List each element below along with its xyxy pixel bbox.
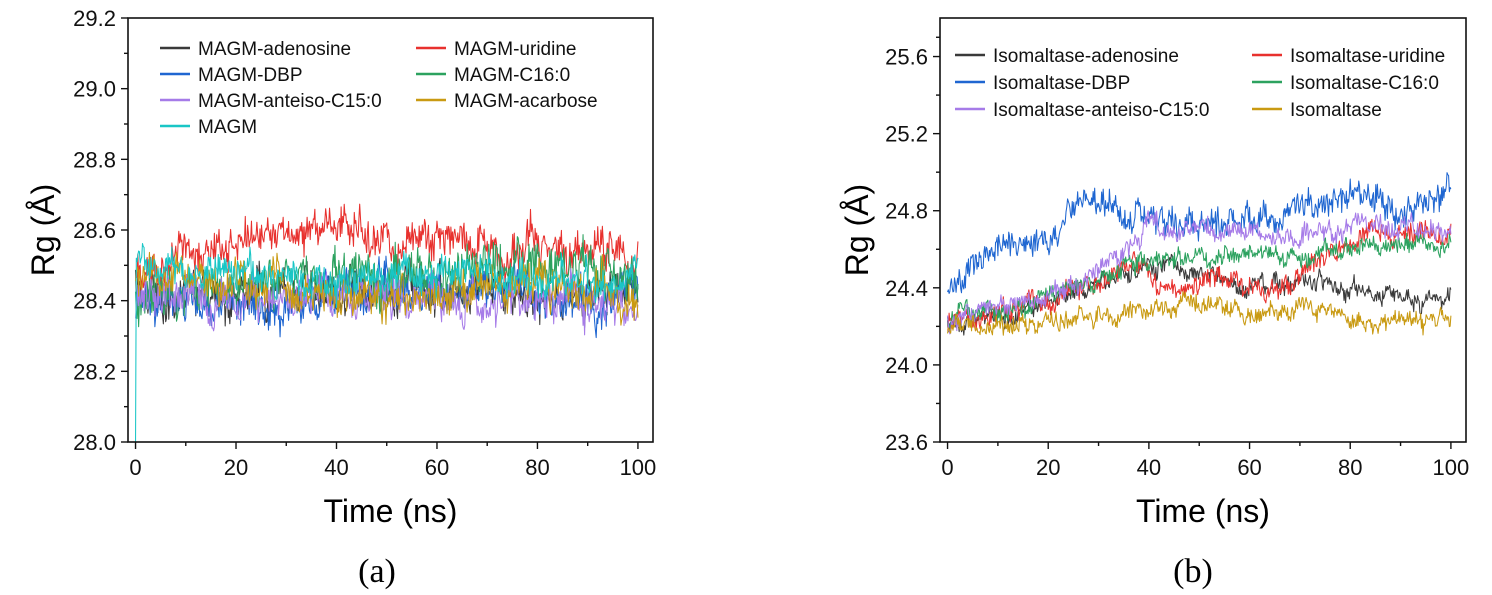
y-axis-title-b: Rg (Å) xyxy=(839,184,875,276)
legend-item-magm-c16-0: MAGM-C16:0 xyxy=(416,65,570,86)
legend-item-magm-adenosine: MAGM-adenosine xyxy=(160,39,351,60)
series-line-magm-acarbose xyxy=(135,251,639,326)
y-tick-label: 28.8 xyxy=(73,147,116,172)
legend-item-isomaltase-adenosine: Isomaltase-adenosine xyxy=(955,46,1179,67)
legend-label: MAGM-anteiso-C15:0 xyxy=(198,91,382,112)
x-tick-label: 80 xyxy=(525,455,549,480)
y-tick-label: 25.6 xyxy=(885,45,928,70)
series-line-isomaltase xyxy=(947,291,1452,336)
legend-item-isomaltase-anteiso-c15-0: Isomaltase-anteiso-C15:0 xyxy=(955,100,1210,121)
legend-item-isomaltase-dbp: Isomaltase-DBP xyxy=(955,73,1130,94)
series-line-isomaltase-c16-0 xyxy=(947,230,1452,329)
chart-panel-b: Isomaltase-adenosine Isomaltase-uridine Is… xyxy=(839,17,1470,590)
legend-item-magm: MAGM xyxy=(160,117,257,138)
series-line-magm-uridine xyxy=(135,203,639,291)
y-tick-label: 23.6 xyxy=(885,430,928,455)
series-line-isomaltase-anteiso-c15-0 xyxy=(947,210,1452,335)
x-tick-label: 0 xyxy=(129,455,141,480)
plot-frame-b xyxy=(939,17,1467,443)
axis-ticks-b: 0 20 40 60 80 100 23.6 24.0 24.4 24.8 25.2 25.6 xyxy=(885,36,1470,480)
legend-item-magm-dbp: MAGM-DBP xyxy=(160,65,303,86)
legend-label: Isomaltase-DBP xyxy=(993,73,1130,94)
legend-item-magm-anteiso-c15-0: MAGM-anteiso-C15:0 xyxy=(160,91,382,112)
x-tick-label: 20 xyxy=(1036,455,1060,480)
y-tick-label: 28.2 xyxy=(73,359,116,384)
x-axis-title-a: Time (ns) xyxy=(324,493,458,529)
x-axis-title-b: Time (ns) xyxy=(1136,493,1270,529)
legend-b: Isomaltase-adenosine Isomaltase-uridine Is… xyxy=(955,46,1445,121)
series-line-isomaltase-adenosine xyxy=(947,253,1452,336)
x-tick-label: 40 xyxy=(1137,455,1161,480)
y-tick-label: 28.0 xyxy=(73,430,116,455)
legend-item-isomaltase: Isomaltase xyxy=(1252,100,1382,121)
panel-label-a: (a) xyxy=(358,553,396,590)
panel-label-b: (b) xyxy=(1173,553,1213,590)
y-tick-label: 29.2 xyxy=(73,6,116,31)
legend-item-magm-uridine: MAGM-uridine xyxy=(416,39,576,60)
y-tick-label: 29.0 xyxy=(73,77,116,102)
series-line-magm xyxy=(135,243,639,442)
legend-label: Isomaltase-anteiso-C15:0 xyxy=(993,100,1210,121)
y-axis-title-a: Rg (Å) xyxy=(25,184,61,276)
y-tick-label: 24.4 xyxy=(885,276,928,301)
legend-item-isomaltase-uridine: Isomaltase-uridine xyxy=(1252,46,1445,67)
y-tick-label: 28.6 xyxy=(73,218,116,243)
legend-label: MAGM-adenosine xyxy=(198,39,351,60)
legend-item-isomaltase-c16-0: Isomaltase-C16:0 xyxy=(1252,73,1439,94)
series-lines-b xyxy=(947,172,1452,336)
series-line-isomaltase-uridine xyxy=(947,218,1452,331)
y-tick-label: 25.2 xyxy=(885,122,928,147)
x-tick-label: 100 xyxy=(620,455,657,480)
x-tick-label: 60 xyxy=(425,455,449,480)
legend-label: MAGM-acarbose xyxy=(454,91,598,112)
x-tick-label: 100 xyxy=(1433,455,1470,480)
y-tick-label: 24.0 xyxy=(885,353,928,378)
legend-label: Isomaltase-adenosine xyxy=(993,46,1179,67)
legend-label: Isomaltase-C16:0 xyxy=(1290,73,1439,94)
legend-label: MAGM-C16:0 xyxy=(454,65,570,86)
legend-item-magm-acarbose: MAGM-acarbose xyxy=(416,91,598,112)
series-line-isomaltase-dbp xyxy=(947,172,1452,294)
y-tick-label: 24.8 xyxy=(885,199,928,224)
x-tick-label: 20 xyxy=(224,455,248,480)
legend-label: Isomaltase-uridine xyxy=(1290,46,1445,67)
chart-panel-a: MAGM-adenosine MAGM-uridine MAGM-DBP MAGM-C… xyxy=(25,6,656,590)
legend-label: MAGM xyxy=(198,117,257,138)
legend-label: MAGM-DBP xyxy=(198,65,303,86)
legend-label: MAGM-uridine xyxy=(454,39,576,60)
legend-a: MAGM-adenosine MAGM-uridine MAGM-DBP MAGM-C… xyxy=(160,39,598,138)
series-lines-a xyxy=(135,203,639,442)
x-tick-label: 40 xyxy=(324,455,348,480)
x-tick-label: 60 xyxy=(1237,455,1261,480)
x-tick-label: 0 xyxy=(941,455,953,480)
x-tick-label: 80 xyxy=(1338,455,1362,480)
legend-label: Isomaltase xyxy=(1290,100,1382,121)
axis-ticks-a: 0 20 40 60 80 100 28.0 28.2 28.4 28.6 28.8 29.0 29.2 xyxy=(73,6,656,480)
y-tick-label: 28.4 xyxy=(73,289,116,314)
